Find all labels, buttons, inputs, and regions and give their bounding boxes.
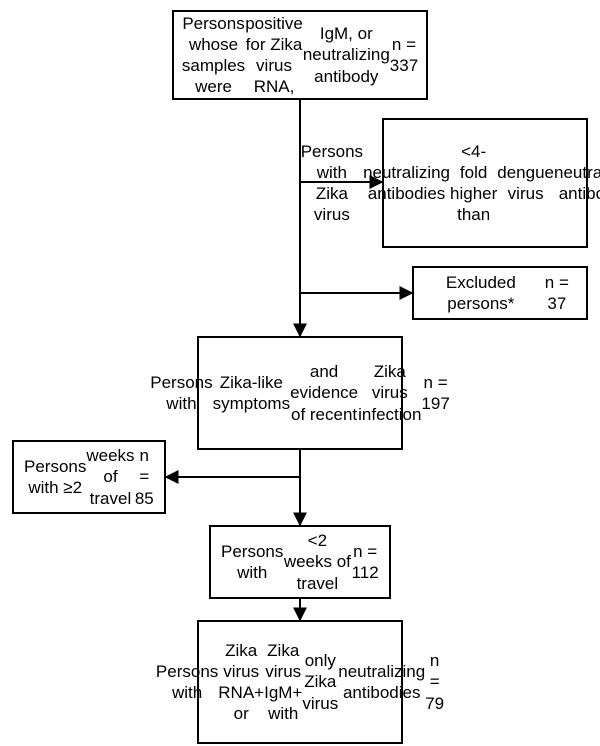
flowchart-canvas: Persons whose samples werepositive for Z… [0, 0, 600, 746]
node-initial-positive: Persons whose samples werepositive for Z… [172, 10, 428, 100]
node-rna-or-igm-positive: Persons withZika virus RNA+ orZika virus… [197, 620, 403, 744]
node-travel-lt2w: Persons with<2 weeks of traveln = 112 [209, 525, 391, 599]
node-neutralizing-lt4fold: Persons with Zika virusneutralizing anti… [382, 118, 588, 248]
node-zika-like-symptoms: Persons withZika-like symptomsand eviden… [197, 336, 403, 450]
node-travel-ge2w: Persons with ≥2weeks of traveln = 85 [12, 440, 166, 514]
node-excluded: Excluded persons*n = 37 [412, 266, 588, 320]
